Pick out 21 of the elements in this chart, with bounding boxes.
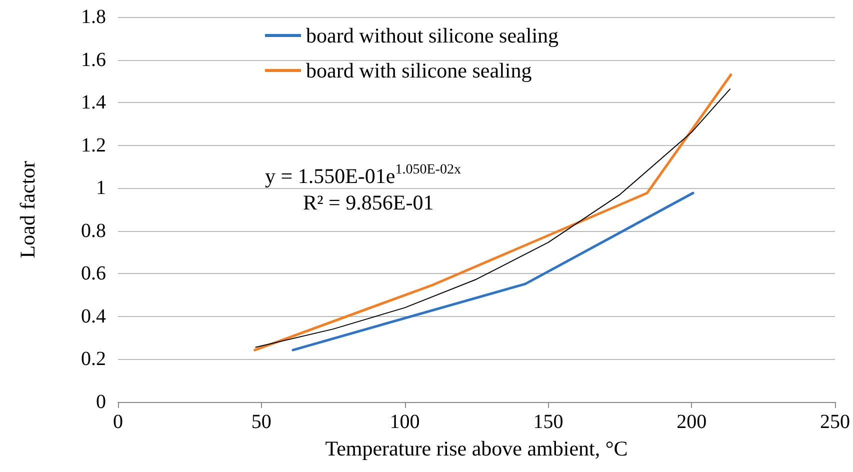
y-axis-title: Load factor	[16, 160, 40, 258]
x-tick-label: 100	[390, 411, 420, 433]
legend-label: board with silicone sealing	[306, 58, 532, 82]
y-tick-label: 1	[96, 177, 106, 200]
y-tick-label: 1.2	[81, 134, 106, 156]
x-axis-title: Temperature rise above ambient, °C	[325, 436, 628, 460]
y-tick-label: 0.4	[81, 305, 106, 328]
x-tick-label: 200	[676, 411, 707, 433]
y-tick-label: 1.6	[81, 48, 106, 71]
x-tick-label: 50	[251, 411, 272, 433]
annotation: R² = 9.856E-01	[303, 190, 434, 214]
legend-label: board without silicone sealing	[306, 24, 560, 48]
y-tick-label: 1.4	[81, 92, 106, 114]
y-tick-label: 1.8	[81, 6, 106, 28]
x-tick-label: 150	[533, 411, 564, 433]
y-tick-label: 0.6	[81, 262, 106, 285]
x-tick-label: 0	[113, 411, 123, 433]
y-tick-label: 0	[96, 391, 106, 413]
y-tick-label: 0.8	[81, 220, 106, 242]
x-tick-label: 250	[820, 411, 850, 433]
y-tick-label: 0.2	[81, 348, 106, 370]
